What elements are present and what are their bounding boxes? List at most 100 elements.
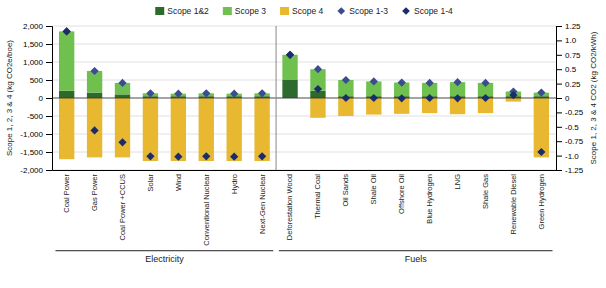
point [286,51,294,59]
tick: 0.75 [556,51,581,60]
tick: Blue Hydrogen [425,174,434,224]
point [453,94,461,102]
tick: -2,000 [20,166,52,175]
group-bracket [279,250,553,251]
tick: Next-Gen Nuclear [258,174,267,235]
tick-label: Shale Gas [481,174,490,209]
point [118,79,126,87]
legend-item: Scope 1-4 [402,6,453,16]
point [230,90,238,98]
point [481,79,489,87]
tick-label: -1.25 [565,166,584,175]
tick-label: -0.75 [565,137,584,146]
grid-line [52,26,556,27]
tick: 1.25 [556,22,581,31]
point [481,94,489,102]
point [314,85,322,93]
axis-title: Scope 1, 2, 3 & 4 CO2 (kg CO2/kWh) [589,31,598,164]
tick-mark [46,134,52,135]
legend-label: Scope 1&2 [167,6,209,16]
point [537,88,545,96]
tick: -0.75 [556,137,584,146]
legend-swatch [280,7,289,15]
axis-line [557,27,563,171]
point [314,65,322,73]
tick: Conventional Nuclear [202,174,211,246]
tick-mark [46,62,52,63]
tick-mark [46,116,52,117]
tick-mark [46,98,52,99]
tick-mark [556,141,562,142]
tick: Green Hydrogen [537,174,546,229]
legend-swatch [402,7,410,15]
tick-mark [556,69,562,70]
point [258,89,266,97]
point [90,67,98,75]
point [370,77,378,85]
tick: Gas Power [90,174,99,212]
point [146,89,154,97]
grid [52,26,556,170]
tick-label: 0 [565,94,570,103]
legend-label: Scope 4 [292,6,323,16]
tick: 0 [39,94,52,103]
tick: Thermal Coal [313,174,322,219]
tick-mark [46,170,52,171]
tick: 0 [556,94,570,103]
tick-label: 1,500 [23,40,44,49]
x-axis: Coal PowerGas PowerCoal Power +CCUSSolar… [53,171,557,246]
tick-label: 1.25 [565,22,581,31]
tick-label: 0.25 [565,80,581,89]
bar [59,98,74,159]
point [342,76,350,84]
tick: -1,000 [20,130,52,139]
tick-label: 500 [30,76,44,85]
point [426,94,434,102]
tick-mark [556,156,562,157]
tick: Oil Sands [341,174,350,207]
tick-mark [556,55,562,56]
y2-axis: -1.25-1.0-0.75-0.5-0.2500.250.50.751.01.… [556,22,584,175]
legend-swatch [337,7,345,15]
bar [282,80,297,98]
tick-label: -2,000 [20,166,43,175]
bar [143,98,158,161]
legend-item: Scope 3 [223,6,266,16]
point [453,78,461,86]
tick: 1,000 [23,58,52,67]
tick-label: 1,000 [23,58,44,67]
tick-label: Green Hydrogen [537,174,546,229]
point [370,94,378,102]
bar [310,98,325,118]
group-separator [276,26,277,170]
tick: Coal Power [62,174,71,213]
chart: Coal PowerGas PowerCoal Power +CCUSSolar… [0,0,606,288]
tick-label: Coal Power [62,174,71,213]
bar [87,93,102,98]
point [63,27,71,35]
legend-item: Scope 4 [280,6,323,16]
tick-label: Deforestation Wood [285,174,294,240]
legend-label: Scope 3 [235,6,266,16]
tick-mark [556,40,562,41]
bar [534,98,549,157]
tick-mark [46,44,52,45]
bar [254,98,269,161]
tick: Renewable Diesel [509,174,518,235]
tick: -1.0 [556,152,579,161]
point [63,27,71,35]
legend: Scope 1&2 Scope 3 Scope 4 Scope 1-3 Scope 1-… [155,6,453,16]
tick: LNG [453,174,462,190]
tick-label: 0.5 [565,65,577,74]
bar [59,91,74,98]
tick-label: -1.0 [565,152,579,161]
tick: 1.0 [556,36,577,45]
bar-series [59,31,549,96]
tick-mark [46,152,52,153]
grid-line [52,44,556,45]
tick: Shale Oil [369,174,378,205]
tick: 500 [30,76,52,85]
tick-label: 0 [39,94,44,103]
tick-label: 1.0 [565,36,577,45]
legend-label: Scope 1-3 [349,6,388,16]
